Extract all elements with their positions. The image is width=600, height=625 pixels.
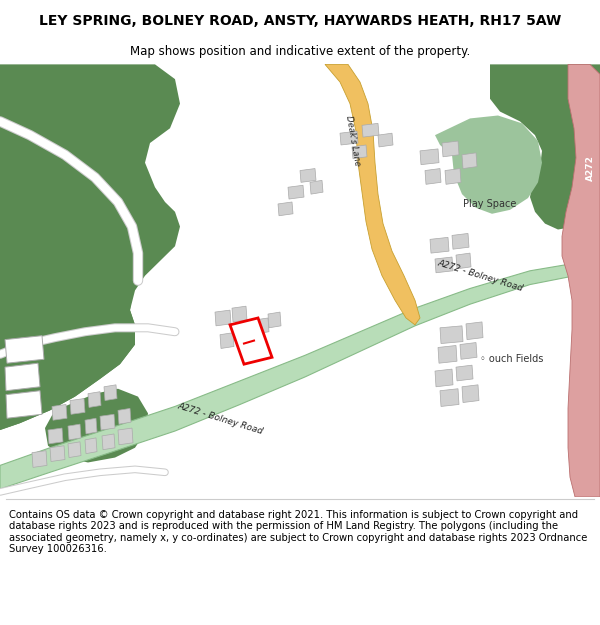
Polygon shape	[440, 326, 463, 344]
Polygon shape	[442, 141, 459, 157]
Text: Deak's Lane: Deak's Lane	[344, 115, 362, 167]
Polygon shape	[340, 131, 358, 145]
Polygon shape	[378, 133, 393, 147]
Text: A272 - Bolney Road: A272 - Bolney Road	[176, 401, 264, 436]
Polygon shape	[268, 312, 281, 328]
Polygon shape	[238, 330, 253, 346]
Text: Play Space: Play Space	[463, 199, 517, 209]
Polygon shape	[52, 404, 67, 420]
Polygon shape	[445, 169, 461, 184]
Polygon shape	[462, 385, 479, 402]
Polygon shape	[48, 428, 63, 444]
Polygon shape	[462, 153, 477, 169]
Polygon shape	[352, 145, 367, 159]
Text: LEY SPRING, BOLNEY ROAD, ANSTY, HAYWARDS HEATH, RH17 5AW: LEY SPRING, BOLNEY ROAD, ANSTY, HAYWARDS…	[39, 14, 561, 28]
Text: ◦ ouch Fields: ◦ ouch Fields	[480, 354, 544, 364]
Polygon shape	[325, 64, 420, 325]
Polygon shape	[0, 259, 600, 489]
Polygon shape	[288, 185, 304, 199]
Polygon shape	[85, 418, 97, 434]
Polygon shape	[230, 318, 272, 364]
Polygon shape	[460, 342, 477, 359]
Polygon shape	[68, 424, 81, 440]
Polygon shape	[215, 310, 231, 326]
Text: Contains OS data © Crown copyright and database right 2021. This information is : Contains OS data © Crown copyright and d…	[9, 510, 587, 554]
Polygon shape	[70, 399, 85, 414]
Polygon shape	[118, 408, 131, 424]
Polygon shape	[5, 363, 40, 391]
Polygon shape	[278, 202, 293, 216]
Polygon shape	[220, 332, 234, 349]
Polygon shape	[88, 392, 101, 408]
Polygon shape	[456, 365, 473, 381]
Polygon shape	[85, 438, 97, 454]
Polygon shape	[68, 442, 81, 458]
Polygon shape	[456, 253, 471, 269]
Polygon shape	[0, 296, 135, 430]
Polygon shape	[300, 169, 316, 182]
Polygon shape	[438, 346, 457, 363]
Text: Map shows position and indicative extent of the property.: Map shows position and indicative extent…	[130, 45, 470, 58]
Polygon shape	[430, 238, 449, 253]
Polygon shape	[490, 64, 600, 229]
Polygon shape	[435, 116, 542, 214]
Polygon shape	[232, 306, 247, 322]
Polygon shape	[362, 123, 379, 137]
Polygon shape	[435, 369, 453, 387]
Polygon shape	[310, 181, 323, 194]
Polygon shape	[50, 446, 65, 461]
Polygon shape	[104, 385, 117, 401]
Polygon shape	[0, 64, 180, 430]
Text: A272: A272	[586, 154, 595, 181]
Polygon shape	[466, 322, 483, 339]
Polygon shape	[440, 389, 459, 406]
Polygon shape	[45, 389, 148, 462]
Polygon shape	[435, 257, 453, 272]
Polygon shape	[102, 434, 115, 450]
Text: A272 - Bolney Road: A272 - Bolney Road	[436, 258, 524, 293]
Polygon shape	[420, 149, 439, 164]
Polygon shape	[118, 428, 133, 445]
Polygon shape	[425, 169, 441, 184]
Polygon shape	[5, 336, 44, 363]
Polygon shape	[6, 391, 42, 418]
Polygon shape	[562, 64, 600, 497]
Polygon shape	[255, 318, 269, 334]
Polygon shape	[32, 451, 47, 468]
Polygon shape	[100, 414, 115, 430]
Polygon shape	[452, 234, 469, 249]
